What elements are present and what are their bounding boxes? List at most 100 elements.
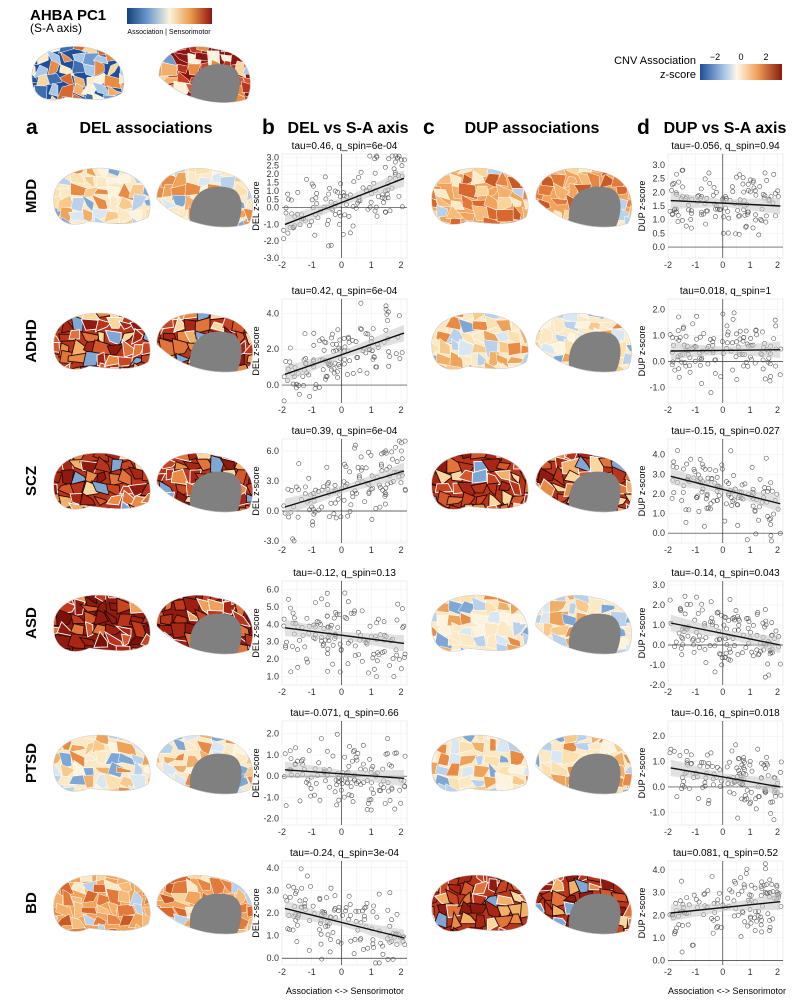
data-point [694,336,699,342]
data-point [357,368,363,374]
data-point [331,615,337,621]
x-tick-label: -1 [308,260,316,270]
data-point [360,742,366,748]
data-point [704,764,710,769]
data-point [325,932,331,938]
data-point [714,925,720,931]
data-point [730,189,736,195]
data-point [724,479,729,485]
data-point [763,866,769,872]
data-point [287,345,293,351]
data-point [714,474,720,480]
y-axis-label: DEL z-score [251,748,261,797]
data-point [350,223,356,229]
data-point [343,908,348,914]
data-point [309,197,315,203]
data-point [399,163,405,169]
data-point [325,646,331,652]
data-point [358,467,364,473]
data-point [370,326,376,332]
data-point [368,199,374,205]
data-point [293,745,299,751]
data-point [724,764,730,770]
data-point [317,895,323,901]
y-tick-label: -1.0 [649,382,665,392]
data-point [753,796,759,802]
data-point [301,383,306,388]
data-point [288,756,294,762]
data-point [677,898,683,904]
data-point [281,236,287,242]
data-point [750,225,756,231]
data-point [282,751,288,757]
y-tick-label: 0.0 [652,356,665,366]
data-point [313,780,319,786]
x-tick-label: 1 [748,260,753,270]
x-tick-label: 0 [339,687,344,697]
data-point [347,358,352,364]
data-point [367,204,373,210]
data-point [741,882,747,888]
data-point [717,767,723,773]
x-tick-label: -2 [278,405,286,415]
data-point [396,438,402,444]
data-point [766,485,771,491]
data-point [312,232,318,238]
data-point [313,600,318,605]
data-point [778,769,783,775]
data-point [685,633,691,639]
data-point [392,159,398,165]
data-point [351,747,357,753]
data-point [691,636,696,642]
zscore-colorbar [700,64,782,80]
data-point [306,947,312,953]
row-asd: ASD 6.0 5.0 4.0 3.0 2.0 1.0 -2 -1 0 1 2 DEL z-score t… [23,568,784,697]
data-point [288,197,294,203]
data-point [294,922,300,928]
x-tick-label: 0 [339,827,344,837]
plot-background [281,153,408,259]
data-point [756,651,762,657]
y-tick-label: 0.0 [652,640,665,650]
data-point [768,480,774,486]
data-point [382,801,388,806]
data-point [399,204,405,210]
data-point [708,501,714,507]
scatter-ptsd-dup: 2.0 1.0 0.0 -1.0 -2 -1 0 1 2 DUP z-score tau=-0.16… [637,708,784,837]
data-point [369,786,374,792]
data-point [318,638,324,644]
panel-letter-b: b [262,116,275,139]
data-point [701,892,707,897]
data-point [719,662,725,668]
data-point [350,749,356,754]
data-point [360,761,366,767]
data-point [760,357,766,363]
data-point [311,330,317,336]
data-point [765,661,771,667]
data-point [741,760,747,765]
data-point [705,361,711,367]
data-point [342,754,348,760]
y-tick-label: -2.0 [263,814,279,824]
data-point [311,342,317,348]
data-point [683,363,689,369]
data-point [363,904,369,910]
data-point [764,178,770,183]
data-point [342,590,348,596]
data-point [772,317,778,323]
row-label: SCZ [23,466,40,496]
x-tick-label: -2 [664,405,672,415]
data-point [339,913,345,918]
data-point [667,332,673,338]
data-point [768,799,774,805]
data-point [753,212,758,218]
data-point [748,914,753,920]
data-point [745,923,750,929]
dup-brain-maps [431,452,632,513]
data-point [744,787,750,793]
x-tick-label: -1 [308,545,316,555]
data-point [327,514,332,520]
data-point [763,607,768,612]
data-point [723,501,729,507]
